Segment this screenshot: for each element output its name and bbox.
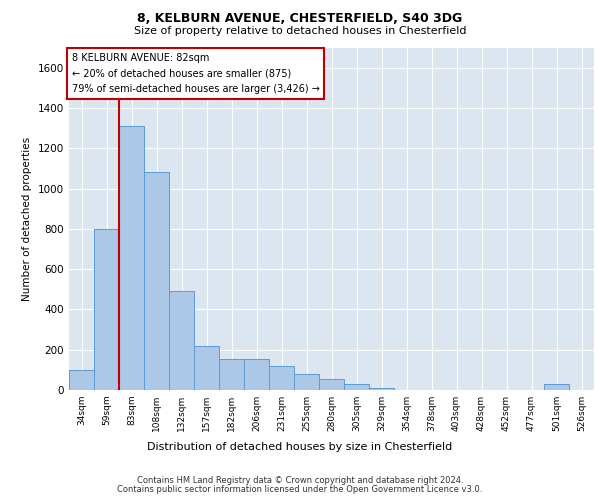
Bar — [269, 366, 294, 390]
Bar — [294, 374, 319, 390]
Text: Contains HM Land Registry data © Crown copyright and database right 2024.: Contains HM Land Registry data © Crown c… — [137, 476, 463, 485]
Bar — [219, 359, 244, 390]
Bar — [344, 384, 369, 390]
Text: Contains public sector information licensed under the Open Government Licence v3: Contains public sector information licen… — [118, 484, 482, 494]
Bar — [319, 379, 344, 390]
Text: Size of property relative to detached houses in Chesterfield: Size of property relative to detached ho… — [134, 26, 466, 36]
Bar — [244, 359, 269, 390]
Bar — [194, 346, 219, 390]
Bar — [544, 384, 569, 390]
Bar — [119, 126, 144, 390]
Text: 8, KELBURN AVENUE, CHESTERFIELD, S40 3DG: 8, KELBURN AVENUE, CHESTERFIELD, S40 3DG — [137, 12, 463, 26]
Bar — [369, 388, 394, 390]
Bar — [94, 229, 119, 390]
Text: Distribution of detached houses by size in Chesterfield: Distribution of detached houses by size … — [148, 442, 452, 452]
Bar — [169, 292, 194, 390]
Bar — [144, 172, 169, 390]
Text: 8 KELBURN AVENUE: 82sqm
← 20% of detached houses are smaller (875)
79% of semi-d: 8 KELBURN AVENUE: 82sqm ← 20% of detache… — [71, 52, 320, 94]
Bar — [69, 370, 94, 390]
Y-axis label: Number of detached properties: Number of detached properties — [22, 136, 32, 301]
